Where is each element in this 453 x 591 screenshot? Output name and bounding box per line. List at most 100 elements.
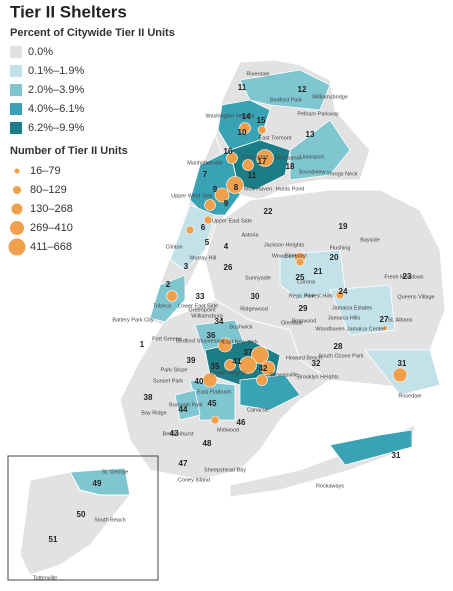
legend-label: 2.0%–3.9% [28, 84, 84, 96]
district-area [329, 429, 413, 466]
legend-label: 0.1%–1.9% [28, 65, 84, 77]
unit-circle [204, 199, 216, 211]
unit-circle [256, 149, 274, 167]
neighborhood-label: Tribeca [153, 303, 172, 309]
legend-label: 269–410 [30, 222, 73, 234]
neighborhood-label: Bensonhurst [163, 431, 194, 437]
district-number: 40 [195, 377, 204, 386]
district-number: 48 [203, 439, 212, 448]
legend-title: Number of Tier II Units [10, 145, 128, 157]
district-number: 22 [264, 207, 273, 216]
district-number: 36 [207, 331, 216, 340]
district-number: 24 [339, 287, 348, 296]
district-number: 2 [166, 280, 171, 289]
district-number: 32 [312, 359, 321, 368]
neighborhood-label: Coney Island [178, 477, 210, 483]
district-number: 9 [213, 185, 218, 194]
district-number: 39 [187, 356, 196, 365]
legend-circle [11, 203, 23, 215]
neighborhood-label: Sheepshead Bay [204, 467, 246, 473]
neighborhood-label: Morrisania [275, 155, 302, 161]
district-number: 18 [286, 162, 295, 171]
district-area [69, 467, 131, 496]
neighborhood-label: Riverdale [246, 71, 269, 77]
district-number: 47 [179, 459, 188, 468]
neighborhood-label: Bushwick [229, 324, 252, 330]
district-number: 4 [224, 242, 229, 251]
district-number: 10 [238, 128, 247, 137]
neighborhood-label: Murray Hill [190, 255, 216, 261]
unit-circle [166, 290, 178, 302]
neighborhood-label: Queens Village [397, 294, 434, 300]
neighborhood-label: Tottenville [33, 575, 57, 581]
district-number: 6 [201, 223, 206, 232]
unit-circle [335, 290, 345, 300]
legend-swatch [10, 65, 22, 77]
district-number: 11 [248, 171, 257, 180]
district-number: 23 [403, 272, 412, 281]
neighborhood-label: South Beach [94, 517, 126, 523]
neighborhood-label: Elmhurst [285, 253, 307, 259]
neighborhood-label: Williamsburg [191, 313, 222, 319]
neighborhood-label: Jamaica Center [347, 326, 386, 332]
district-number: 15 [257, 116, 266, 125]
district-number: 51 [49, 535, 58, 544]
district-number: 19 [339, 222, 348, 231]
legend-label: 0.0% [28, 46, 53, 58]
neighborhood-label: Throgs Neck [326, 171, 357, 177]
district-number: 5 [205, 238, 210, 247]
district-number: 35 [211, 362, 220, 371]
staten-island-inset [7, 455, 159, 581]
district-number: 33 [196, 292, 205, 301]
unit-circle [202, 372, 218, 388]
neighborhood-label: Soundview [299, 169, 326, 175]
district-number: 11 [238, 83, 247, 92]
neighborhood-label: Lower East Side [178, 303, 218, 309]
district-area [239, 374, 301, 411]
district-number: 14 [242, 112, 251, 121]
district-number: 21 [314, 267, 323, 276]
unit-circle [239, 356, 257, 374]
neighborhood-label: Crown Heights [210, 370, 246, 376]
unit-circle [242, 159, 254, 171]
district-area [329, 284, 396, 336]
district-number: 13 [306, 130, 315, 139]
legend-label: 130–268 [30, 203, 73, 215]
neighborhood-label: Fresh Meadows [384, 274, 423, 280]
district-number: 29 [299, 304, 308, 313]
unit-circle [260, 360, 276, 376]
neighborhood-label: Washington Heights [205, 113, 254, 119]
neighborhood-label: Woodhaven [315, 326, 344, 332]
neighborhood-label: Clinton [165, 244, 182, 250]
neighborhood-label: Hunts Point [276, 186, 305, 192]
neighborhood-label: Williamsbridge [312, 94, 348, 100]
unit-circle [185, 225, 195, 235]
district-number: 31 [392, 451, 401, 460]
neighborhood-label: South Ozone Park [319, 353, 364, 359]
neighborhood-label: East Tremont [259, 135, 292, 141]
legend-swatch [10, 84, 22, 96]
neighborhood-label: Ridgewood [240, 306, 268, 312]
neighborhood-label: Corona [297, 279, 316, 285]
unit-circle [251, 346, 269, 364]
neighborhood-label: East New York [222, 339, 258, 345]
district-number: 20 [330, 253, 339, 262]
legend-swatch [10, 46, 22, 58]
neighborhood-label: Canarsie [247, 407, 269, 413]
neighborhood-label: Rosedale [398, 393, 421, 399]
neighborhood-label: Upper West Side [171, 193, 212, 199]
district-number: 42 [259, 364, 268, 373]
district-number: 30 [251, 292, 260, 301]
unit-circle [239, 122, 251, 134]
neighborhood-label: Manhattanville [187, 160, 222, 166]
district-number: 8 [234, 183, 239, 192]
unit-circle [224, 359, 236, 371]
legend-circle [13, 186, 21, 194]
unit-circle [295, 257, 305, 267]
neighborhood-label: Borough Park [169, 402, 203, 408]
neighborhood-label: Upper East Side [212, 218, 252, 224]
district-number: 17 [258, 157, 267, 166]
unit-circles [166, 122, 408, 425]
